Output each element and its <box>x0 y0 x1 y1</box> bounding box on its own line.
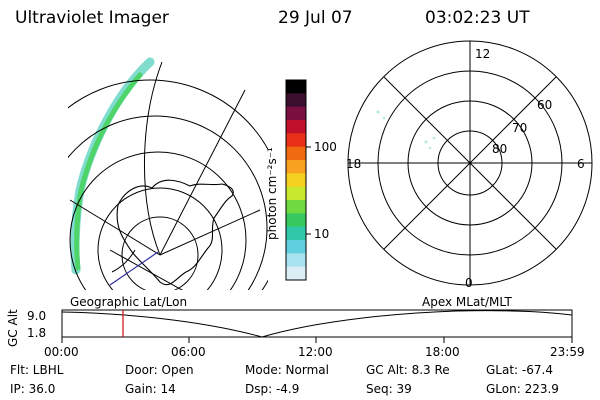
colorbar-band <box>286 266 306 281</box>
mlt-label-18: 18 <box>346 157 362 171</box>
lat-label-70: 70 <box>512 121 528 135</box>
alt-tick-high: 9.0 <box>27 309 47 323</box>
polar-plot <box>347 40 593 286</box>
mlt-label-12: 12 <box>475 47 491 61</box>
glon-info: GLon: 223.9 <box>486 382 559 396</box>
colorbar-band <box>286 106 306 121</box>
lat-label-80: 80 <box>492 142 508 156</box>
geo-caption: Geographic Lat/Lon <box>70 295 188 309</box>
colorbar-band <box>286 80 306 94</box>
colorbar-band <box>286 146 306 161</box>
projection-line <box>109 251 159 286</box>
instrument-title: Ultraviolet Imager <box>15 8 169 28</box>
time-tick-2359: 23:59 <box>550 345 585 359</box>
latitude-circles <box>68 79 268 290</box>
aurora-oval-core <box>74 72 143 271</box>
alt-axis-label: GC Alt <box>6 309 20 347</box>
dsp-info: Dsp: -4.9 <box>245 382 300 396</box>
time-tick-0600: 06:00 <box>171 345 206 359</box>
colorbar-band <box>286 213 306 228</box>
colorbar <box>285 79 311 281</box>
altitude-curve <box>61 310 573 338</box>
apex-caption: Apex MLat/MLT <box>422 295 512 309</box>
colorbar-band <box>286 160 306 174</box>
image-date: 29 Jul 07 <box>278 8 353 28</box>
antarctica-coastline <box>116 179 234 286</box>
colorbar-unit-label: photon cm⁻²s⁻¹ <box>265 147 279 240</box>
altitude-plot <box>61 309 573 343</box>
door-info: Door: Open <box>125 363 194 377</box>
colorbar-band <box>286 240 306 254</box>
longitude-lines <box>69 61 261 290</box>
colorbar-band <box>286 226 306 241</box>
colorbar-tick-10: 10 <box>314 227 330 241</box>
filter-info: Flt: LBHL <box>10 363 64 377</box>
colorbar-band <box>286 120 306 134</box>
glat-info: GLat: -67.4 <box>486 363 553 377</box>
lat-label-60: 60 <box>537 98 553 112</box>
time-tick-1800: 18:00 <box>425 345 460 359</box>
seq-info: Seq: 39 <box>366 382 412 396</box>
mlt-label-0: 0 <box>465 276 473 290</box>
colorbar-band <box>286 173 306 188</box>
gc-alt-info: GC Alt: 8.3 Re <box>366 363 450 377</box>
mlt-label-6: 6 <box>577 157 585 171</box>
colorbar-band <box>286 133 306 148</box>
mode-info: Mode: Normal <box>245 363 329 377</box>
colorbar-band <box>286 200 306 214</box>
colorbar-band <box>286 186 306 201</box>
image-time: 03:02:23 UT <box>425 8 530 28</box>
alt-tick-low: 1.8 <box>27 326 47 340</box>
colorbar-band <box>286 253 306 268</box>
colorbar-band <box>286 93 306 108</box>
time-tick-1200: 12:00 <box>298 345 333 359</box>
ip-info: IP: 36.0 <box>10 382 56 396</box>
geographic-map <box>68 57 268 290</box>
colorbar-tick-100: 100 <box>314 140 337 154</box>
time-tick-0000: 00:00 <box>44 345 79 359</box>
gain-info: Gain: 14 <box>125 382 176 396</box>
